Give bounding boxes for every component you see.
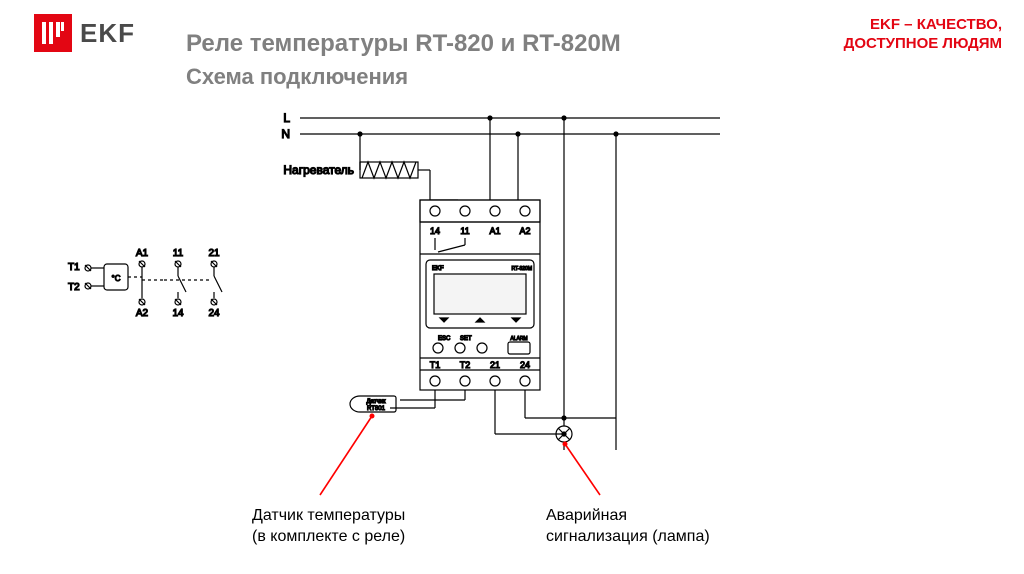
term-14: 14	[430, 226, 440, 236]
bus-N-label: N	[281, 127, 290, 141]
caption-alarm: Аварийная сигнализация (лампа)	[546, 506, 710, 548]
page-subtitle: Схема подключения	[186, 64, 408, 90]
lb-24: 24	[208, 308, 220, 319]
btn-esc: ESC	[438, 336, 451, 342]
caption-sensor-l2: (в комплекте с реле)	[252, 527, 405, 548]
device-model: RT-820M	[512, 266, 532, 272]
lb-A2: A2	[136, 308, 149, 319]
caption-alarm-l2: сигнализация (лампа)	[546, 527, 710, 548]
slogan-line-2: ДОСТУПНОЕ ЛЮДЯМ	[844, 35, 1002, 54]
term-21: 21	[490, 360, 500, 370]
bus-L-label: L	[283, 111, 290, 125]
wiring-diagram: L N Нагреватель 14 11 A1 A2	[60, 100, 780, 505]
lb-14: 14	[172, 308, 184, 319]
lb-T1: T1	[68, 262, 80, 273]
btn-set: SET	[460, 336, 472, 342]
alarm-label: ALARM	[510, 336, 527, 342]
slogan-line-1: EKF – КАЧЕСТВО,	[844, 16, 1002, 35]
term-A1: A1	[489, 226, 500, 236]
term-24: 24	[520, 360, 530, 370]
term-A2: A2	[519, 226, 530, 236]
lb-degC: °C	[112, 274, 121, 283]
term-11: 11	[460, 226, 469, 236]
caption-sensor-l1: Датчик температуры	[252, 506, 405, 527]
lb-11: 11	[173, 248, 184, 259]
heater-label: Нагреватель	[283, 163, 354, 177]
lb-T2: T2	[68, 282, 80, 293]
caption-alarm-l1: Аварийная	[546, 506, 710, 527]
page-title: Реле температуры RT-820 и RT-820М	[186, 30, 621, 58]
lb-21: 21	[208, 248, 220, 259]
brand-name: EKF	[80, 18, 135, 49]
sensor-l2: RT801	[367, 406, 386, 412]
caption-sensor: Датчик температуры (в комплекте с реле)	[252, 506, 405, 548]
brand-slogan: EKF – КАЧЕСТВО, ДОСТУПНОЕ ЛЮДЯМ	[844, 16, 1002, 54]
term-T1: T1	[430, 360, 441, 370]
brand-logo-icon	[34, 14, 72, 52]
term-T2: T2	[460, 360, 471, 370]
sensor-l1: Датчик	[366, 399, 385, 405]
device-brand: EKF	[432, 266, 444, 272]
lb-A1: A1	[136, 248, 149, 259]
